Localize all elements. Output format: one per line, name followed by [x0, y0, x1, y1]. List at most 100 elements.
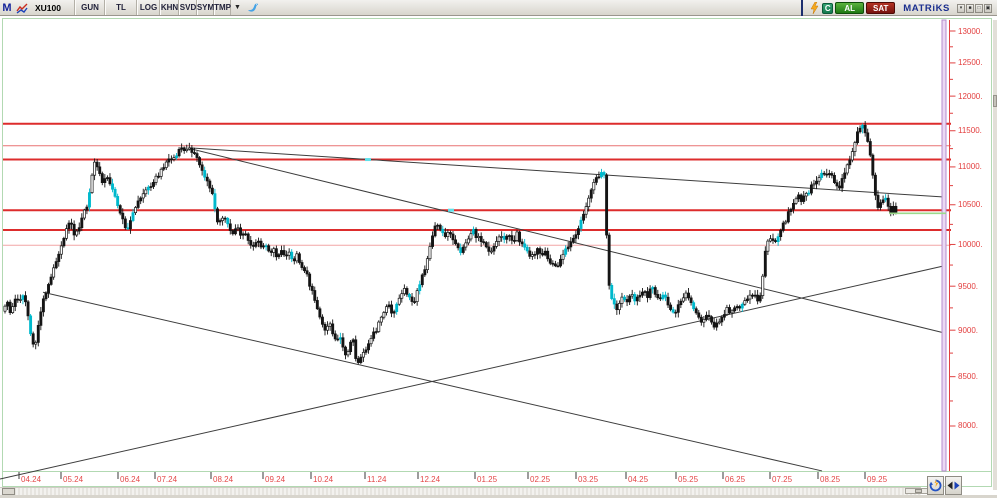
candle-body: [564, 248, 568, 255]
horizontal-scrollbar[interactable]: [0, 487, 921, 495]
window-control-button-2[interactable]: □: [975, 3, 983, 13]
candle-body: [807, 192, 811, 195]
toolbar-button-svd[interactable]: SVD: [179, 0, 197, 15]
candle-body: [768, 238, 772, 242]
zoom-slider[interactable]: [905, 488, 928, 494]
candle-body: [57, 253, 61, 262]
candle-body: [134, 207, 138, 213]
candle-body: [93, 161, 97, 176]
candle-body: [628, 295, 632, 303]
twitter-icon[interactable]: [244, 0, 262, 15]
candle-body: [443, 232, 447, 237]
symbol-field[interactable]: XU100: [29, 0, 75, 15]
candle-body: [100, 173, 104, 184]
candle-body: [763, 250, 767, 277]
candle-body: [233, 228, 237, 235]
candle-body: [497, 236, 501, 242]
candle-body: [891, 205, 895, 213]
candle-body: [472, 228, 475, 235]
toolbar-button-tl[interactable]: TL: [105, 0, 137, 15]
window-control-button-3[interactable]: ▣: [984, 3, 992, 13]
candle-body: [666, 296, 670, 306]
candle-body: [295, 253, 299, 262]
pan-left-right-button[interactable]: [945, 476, 962, 495]
line-handle: [365, 158, 371, 162]
candle-body: [141, 193, 145, 199]
c-mode-button[interactable]: C: [822, 2, 834, 14]
candle-body: [774, 240, 778, 243]
candle-body: [446, 232, 450, 237]
candle-body: [873, 174, 877, 196]
candle-body: [111, 183, 114, 190]
candle-body: [326, 325, 330, 331]
candle-body: [466, 238, 470, 244]
candle-body: [313, 290, 317, 301]
candle-body: [802, 195, 806, 202]
chart-toolbar: M XU100 GUN TL LOG KHN SVD SYM TMP ▼: [0, 0, 997, 16]
candle-body: [259, 240, 263, 248]
candle-body: [182, 147, 186, 151]
candle-body: [103, 178, 107, 184]
candle-body: [149, 186, 153, 188]
candle-body: [185, 148, 189, 151]
candle-body: [169, 158, 173, 161]
candle-body: [633, 294, 637, 302]
candle-body: [192, 152, 196, 154]
candle-body: [244, 233, 248, 236]
candle-body: [356, 358, 360, 363]
candle-body: [538, 248, 542, 254]
candle-body: [789, 208, 793, 213]
candle-body: [630, 294, 634, 297]
candle-body: [766, 240, 770, 252]
toolbar-button-khn[interactable]: KHN: [160, 0, 179, 15]
candle-body: [159, 168, 163, 177]
date-axis-label: 03.25: [578, 475, 599, 484]
date-axis-label: 11.24: [367, 475, 387, 484]
refresh-data-button[interactable]: [927, 476, 944, 495]
date-axis-label: 09.25: [867, 475, 888, 484]
candle-body: [246, 233, 250, 241]
toolbar-button-log[interactable]: LOG: [137, 0, 160, 15]
connection-lightning-icon[interactable]: [808, 2, 820, 14]
chart-type-icon[interactable]: [14, 0, 29, 15]
buy-button[interactable]: AL: [835, 2, 865, 14]
candle-body: [510, 235, 514, 241]
status-strip: [0, 495, 997, 498]
candle-body: [799, 194, 803, 202]
toolbar-button-sym[interactable]: SYM: [197, 0, 214, 15]
candle-body: [390, 304, 394, 314]
toolbar-button-gun[interactable]: GUN: [75, 0, 105, 15]
window-control-button-1[interactable]: ■: [966, 3, 974, 13]
candle-body: [648, 288, 652, 298]
toolbar-button-tmp[interactable]: TMP: [214, 0, 231, 15]
candle-body: [95, 161, 99, 168]
window-control-button-0[interactable]: ▾: [957, 3, 965, 13]
candle-body: [640, 291, 644, 296]
candle-body: [177, 148, 181, 157]
candle-body: [190, 147, 194, 153]
candle-body: [152, 182, 155, 187]
price-axis-label: 13000.: [958, 26, 983, 36]
refresh-icon: [929, 479, 942, 492]
candle-body: [722, 314, 726, 318]
vertical-scrollbar-thumb[interactable]: [993, 95, 997, 107]
vertical-scrollbar[interactable]: [993, 20, 997, 490]
candle-body: [262, 245, 266, 248]
candle-body: [333, 333, 337, 340]
sell-button[interactable]: SAT: [866, 2, 896, 14]
candle-body: [162, 167, 166, 170]
candle-body: [569, 241, 573, 248]
date-axis-label: 04.25: [628, 475, 649, 484]
zoom-slider-thumb[interactable]: [915, 489, 922, 493]
candle-body: [13, 298, 17, 307]
candle-body: [820, 172, 824, 178]
candle-body: [525, 246, 529, 252]
candle-body: [582, 213, 586, 221]
candle-body: [635, 296, 639, 302]
candle-body: [379, 316, 383, 323]
chevron-down-icon[interactable]: ▼: [234, 4, 241, 11]
candle-body: [392, 311, 396, 314]
horizontal-scrollbar-thumb[interactable]: [2, 488, 15, 495]
candle-body: [62, 237, 66, 247]
candle-body: [131, 212, 135, 221]
